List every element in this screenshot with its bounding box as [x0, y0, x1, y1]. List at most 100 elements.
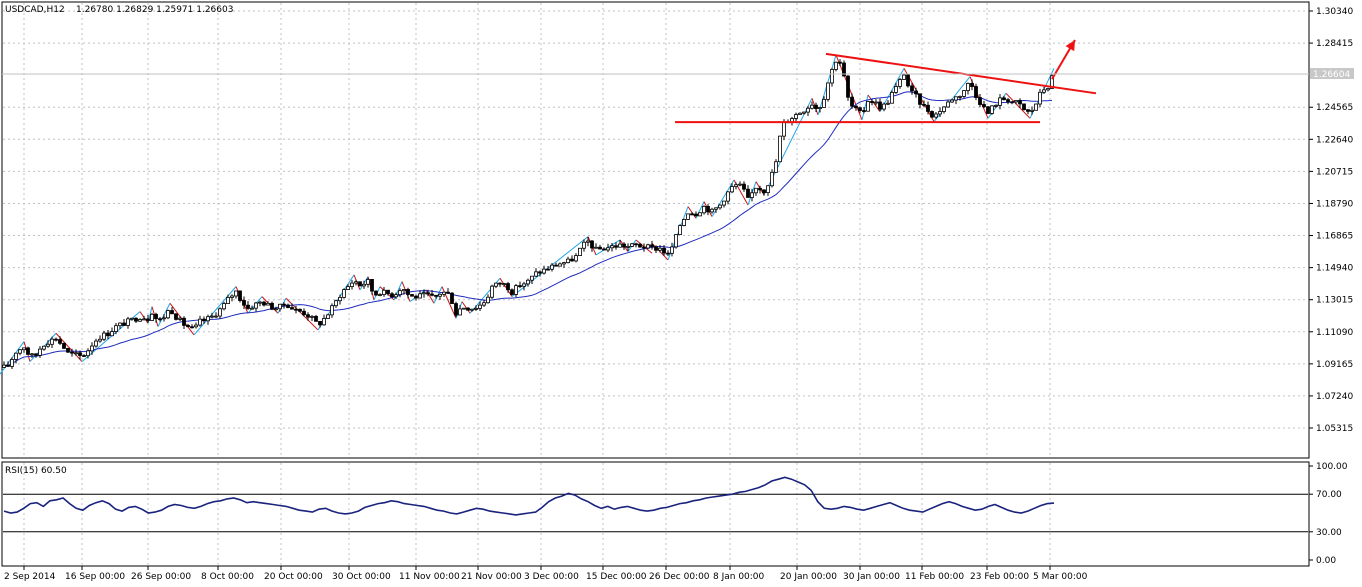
time-tick-label: 20 Oct 00:00 [264, 572, 323, 582]
candle [614, 242, 618, 250]
candle-body [310, 315, 314, 318]
candle-body [710, 208, 714, 213]
candle [638, 242, 642, 248]
candle-body [58, 339, 62, 344]
candle [258, 300, 262, 307]
candle-body [990, 105, 994, 114]
candle [658, 245, 662, 253]
time-tick-label: 23 Feb 00:00 [970, 572, 1029, 582]
candle-body [674, 234, 678, 248]
candle-body [154, 313, 158, 320]
candle [610, 243, 614, 252]
candle [962, 90, 966, 99]
candle-body [734, 184, 738, 187]
candle-body [394, 294, 398, 298]
candle [590, 239, 594, 252]
zigzag-segment [193, 286, 237, 336]
candle-body [970, 83, 974, 87]
candle-body [550, 264, 554, 270]
zigzag-segment [169, 302, 195, 336]
candle-body [226, 297, 230, 304]
candle-body [274, 308, 278, 311]
candle [770, 169, 774, 188]
candle [382, 287, 386, 297]
price-tick-label: 1.22640 [1316, 135, 1353, 145]
candle [90, 342, 94, 355]
candle-body [582, 241, 586, 249]
candle-body [230, 295, 234, 298]
candle [1038, 88, 1042, 108]
candle-body [126, 318, 130, 326]
rsi-label: RSI(15) 60.50 [5, 466, 67, 476]
candle [542, 265, 546, 275]
candle-body [238, 290, 242, 301]
moving-average [3, 91, 1053, 367]
candle [426, 289, 430, 297]
candle-body [202, 318, 206, 322]
candle-body [742, 183, 746, 190]
candle [710, 207, 714, 214]
candle [510, 288, 514, 296]
candle [750, 188, 754, 202]
candle [754, 187, 758, 196]
candle-body [698, 212, 702, 217]
candle [626, 243, 630, 251]
candle-body [414, 295, 418, 299]
candle [390, 291, 394, 298]
candle-body [306, 314, 310, 318]
candle-body [478, 304, 482, 309]
candle-body [442, 291, 446, 295]
candle-body [666, 252, 670, 255]
candle-body [986, 106, 990, 114]
candle-body [738, 183, 742, 186]
candle-body [774, 161, 778, 173]
candle [546, 266, 550, 271]
candle [942, 106, 946, 114]
candle [682, 218, 686, 227]
candle-body [938, 111, 942, 115]
candle-body [630, 243, 634, 247]
candle-body [642, 246, 646, 249]
time-tick-label: 30 Jan 00:00 [843, 572, 900, 582]
candle [134, 317, 138, 324]
candle [138, 318, 142, 322]
candle-body [878, 101, 882, 110]
candle-body [318, 320, 322, 326]
zigzag-indicator [0, 54, 1055, 375]
candle [262, 300, 266, 307]
candle [762, 189, 766, 196]
candle [30, 353, 34, 358]
rsi-tick-label: 0.00 [1316, 556, 1336, 566]
candle [694, 211, 698, 217]
candle-body [914, 90, 918, 95]
candle-body [446, 291, 450, 294]
candle [110, 327, 114, 337]
candle-body [418, 293, 422, 299]
candle [502, 282, 506, 287]
rsi-indicator [3, 476, 1055, 516]
candle-body [122, 322, 126, 326]
candle-body [598, 246, 602, 250]
candle-body [594, 246, 598, 249]
candle [958, 95, 962, 101]
candle [746, 185, 750, 198]
candle [482, 299, 486, 307]
candle-body [882, 103, 886, 110]
candle [162, 314, 166, 322]
candle-body [402, 289, 406, 292]
candle-body [270, 302, 274, 310]
candle [1030, 106, 1034, 115]
ma-line [3, 91, 1053, 367]
candle [742, 181, 746, 192]
candle-body [486, 296, 490, 304]
candle-body [290, 307, 294, 310]
candles [2, 59, 1054, 369]
candle-body [10, 359, 14, 367]
candle-body [662, 247, 666, 254]
candle [738, 181, 742, 187]
candle-body [818, 107, 822, 110]
candle-body [186, 324, 190, 328]
candle-body [566, 258, 570, 264]
candle-body [658, 247, 662, 251]
candle-body [726, 191, 730, 202]
